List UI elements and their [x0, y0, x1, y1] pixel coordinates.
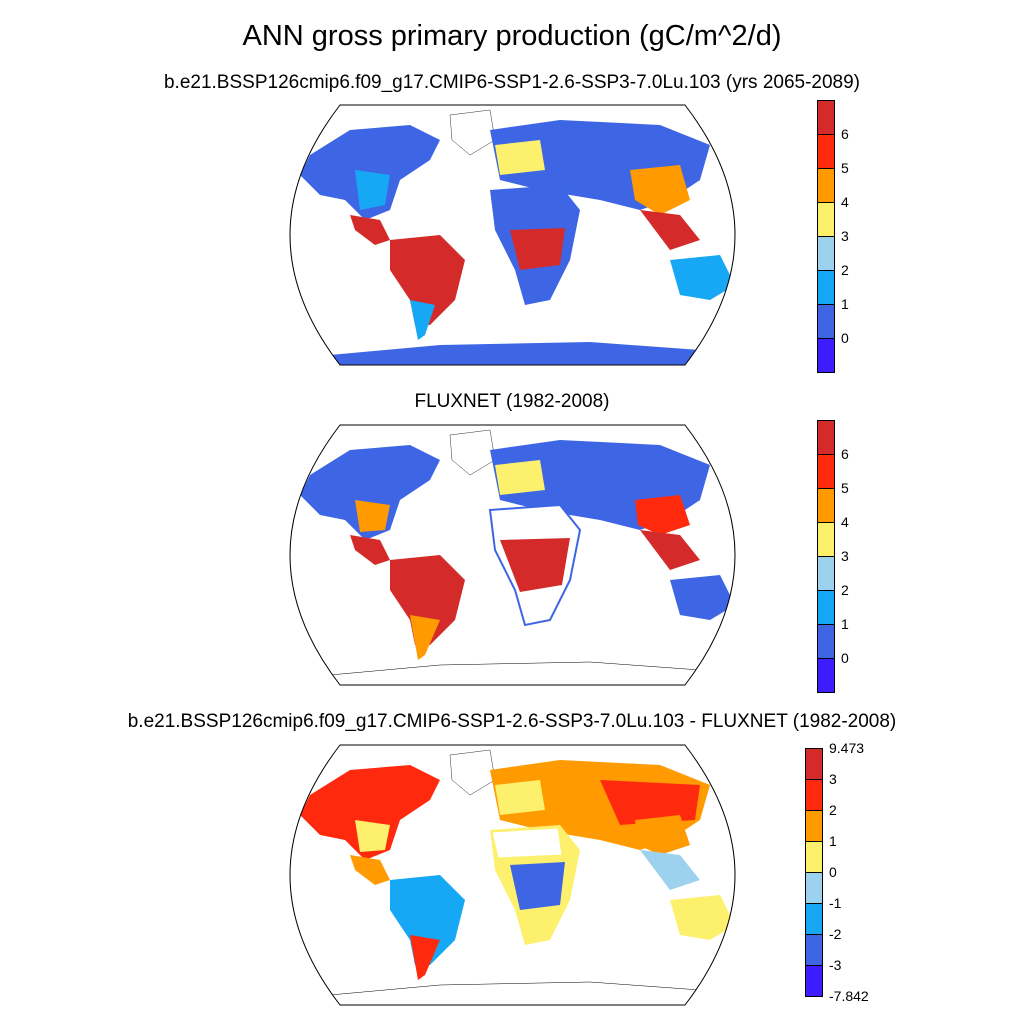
panel-2-south-america-south: [410, 615, 440, 660]
panel-1-australia: [670, 255, 735, 300]
colorbar-label: 2: [841, 582, 849, 598]
colorbar-box: [817, 522, 835, 557]
colorbar-label: 1: [841, 296, 849, 312]
panel-1-europe: [495, 140, 545, 175]
colorbar-box: [817, 624, 835, 659]
colorbar-label: -2: [829, 926, 842, 942]
panel-1-subtitle: b.e21.BSSP126cmip6.f09_g17.CMIP6-SSP1-2.…: [163, 72, 861, 93]
panel-3-south-america-south: [410, 935, 440, 980]
figure-title: ANN gross primary production (gC/m^2/d): [242, 20, 782, 52]
colorbar-box: [805, 841, 823, 873]
panel-2-south-america: [390, 555, 465, 645]
panel-3-central-america: [350, 855, 390, 885]
panel-3-colorbar: 9.473 3 2 1 0 -1 -2 -3 -7.842: [805, 740, 895, 1008]
colorbar-box: [817, 270, 835, 305]
panel-2-north-america-east: [355, 500, 390, 532]
panel-3-east-asia: [635, 815, 690, 855]
colorbar-label: 3: [829, 771, 837, 787]
panel-1-se-asia: [640, 210, 700, 250]
panel-3-map: [289, 744, 736, 1006]
panel-3-se-asia: [640, 850, 700, 890]
panel-2-north-america: [300, 445, 440, 540]
colorbar-label: 1: [829, 833, 837, 849]
colorbar-box: [817, 338, 835, 373]
panel-1-map: [289, 104, 736, 366]
colorbar-label: 9.473: [829, 740, 865, 756]
colorbar-box: [817, 454, 835, 489]
colorbar-label: 4: [841, 194, 849, 210]
colorbar-label: -1: [829, 895, 842, 911]
colorbar-box: [817, 590, 835, 625]
colorbar-label: 0: [841, 650, 849, 666]
panel-2-se-asia: [640, 530, 700, 570]
panel-3-africa-central: [510, 862, 565, 910]
panel-1-greenland: [449, 109, 496, 156]
colorbar-label: 3: [841, 548, 849, 564]
panel-3-greenland: [449, 749, 496, 796]
panel-1-antarctica: [320, 342, 710, 365]
panel-3-north-america: [300, 765, 440, 860]
panel-1-east-asia: [630, 165, 690, 215]
panel-2-subtitle: FLUXNET (1982-2008): [414, 391, 610, 412]
panel-3-africa-north: [491, 827, 563, 859]
colorbar-box: [805, 965, 823, 997]
colorbar-label: -3: [829, 957, 842, 973]
colorbar-label: 1: [841, 616, 849, 632]
colorbar-box: [817, 100, 835, 135]
panel-2-australia: [670, 575, 735, 620]
colorbar-box: [805, 934, 823, 966]
colorbar-label: 5: [841, 480, 849, 496]
colorbar-box: [805, 779, 823, 811]
panel-1-south-america-south: [410, 300, 435, 340]
colorbar-label: 6: [841, 126, 849, 142]
panel-3-australia: [670, 895, 735, 940]
panel-1-south-america: [390, 235, 465, 325]
panel-3-north-america-east: [355, 820, 390, 852]
panel-2-east-asia: [635, 495, 690, 535]
colorbar-box: [817, 202, 835, 237]
panel-3-subtitle: b.e21.BSSP126cmip6.f09_g17.CMIP6-SSP1-2.…: [127, 711, 897, 732]
panel-1-north-america-east: [355, 170, 390, 210]
colorbar-box: [805, 872, 823, 904]
colorbar-label: 5: [841, 160, 849, 176]
colorbar-box: [817, 488, 835, 523]
colorbar-label: 2: [829, 802, 837, 818]
panel-2-africa-central: [500, 538, 570, 592]
panel-3-south-america: [390, 875, 465, 965]
panel-2-europe: [495, 460, 545, 495]
colorbar-box: [817, 134, 835, 169]
colorbar-box: [817, 304, 835, 339]
colorbar-box: [817, 658, 835, 693]
panel-1-central-america: [350, 215, 390, 245]
panel-2-greenland: [449, 429, 496, 476]
panel-3-central-asia: [600, 780, 700, 825]
panel-1-colorbar: 6 5 4 3 2 1 0: [817, 100, 887, 374]
colorbar-box: [805, 748, 823, 780]
panel-3-europe: [495, 780, 545, 815]
colorbar-box: [817, 168, 835, 203]
colorbar-box: [817, 556, 835, 591]
colorbar-label: 4: [841, 514, 849, 530]
colorbar-label: 6: [841, 446, 849, 462]
panel-2-colorbar: 6 5 4 3 2 1 0: [817, 420, 887, 694]
colorbar-box: [817, 420, 835, 455]
colorbar-label: 0: [829, 864, 837, 880]
panel-2-map: [289, 424, 736, 686]
colorbar-box: [805, 903, 823, 935]
colorbar-label: -7.842: [829, 988, 869, 1004]
colorbar-box: [817, 236, 835, 271]
colorbar-label: 3: [841, 228, 849, 244]
panel-2-central-america: [350, 535, 390, 565]
colorbar-label: 0: [841, 330, 849, 346]
panel-1-africa-central: [510, 228, 565, 270]
colorbar-label: 2: [841, 262, 849, 278]
colorbar-box: [805, 810, 823, 842]
